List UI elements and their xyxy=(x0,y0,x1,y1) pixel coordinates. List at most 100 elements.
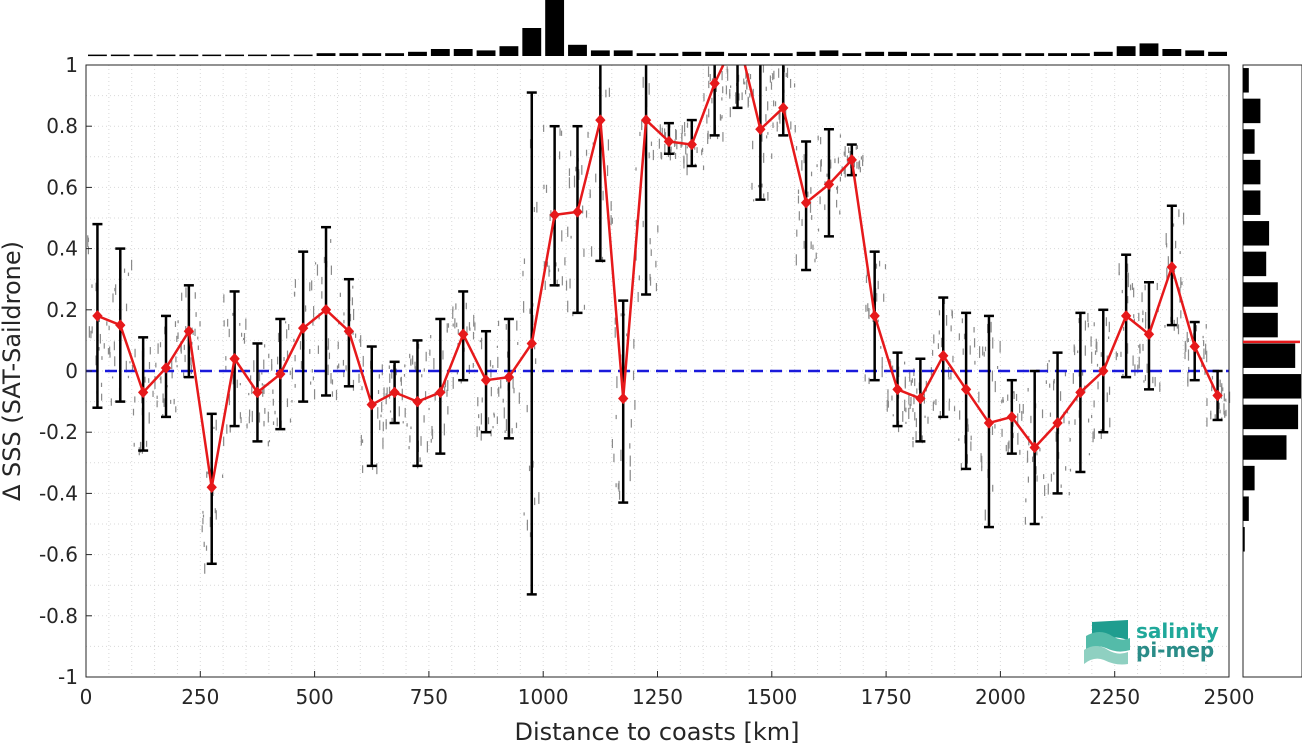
scatter-point xyxy=(361,386,363,391)
scatter-point xyxy=(225,356,227,361)
scatter-point xyxy=(526,519,529,531)
top-histogram-bar xyxy=(248,54,267,57)
right-histogram-bar xyxy=(1243,98,1261,124)
scatter-point xyxy=(681,125,683,134)
scatter-point xyxy=(884,264,887,270)
scatter-point xyxy=(1138,312,1140,322)
scatter-point xyxy=(223,320,225,327)
scatter-point xyxy=(797,195,800,204)
scatter-point xyxy=(992,337,994,349)
scatter-point xyxy=(796,229,798,237)
data-point xyxy=(275,368,286,380)
scatter-point xyxy=(950,325,952,332)
scatter-point xyxy=(455,303,457,310)
scatter-point xyxy=(887,390,889,401)
scatter-point xyxy=(674,152,677,159)
scatter-point xyxy=(581,165,583,175)
scatter-point xyxy=(912,440,914,448)
scatter-point xyxy=(948,401,950,411)
scatter-point xyxy=(1108,386,1111,395)
scatter-point xyxy=(649,238,651,245)
scatter-point xyxy=(444,378,447,388)
scatter-point xyxy=(686,122,689,128)
scatter-point xyxy=(1059,391,1062,401)
scatter-point xyxy=(1133,318,1135,323)
scatter-point xyxy=(125,303,128,312)
scatter-point xyxy=(480,337,483,350)
top-histogram-bar xyxy=(1025,53,1045,56)
scatter-point xyxy=(1138,356,1140,369)
scatter-point xyxy=(497,356,499,368)
scatter-point xyxy=(701,147,704,153)
scatter-point xyxy=(765,114,767,122)
scatter-point xyxy=(590,246,593,257)
scatter-point xyxy=(360,335,362,347)
scatter-point xyxy=(765,86,767,91)
scatter-point xyxy=(1203,340,1205,347)
scatter-point xyxy=(938,310,941,316)
scatter-point xyxy=(377,407,379,419)
scatter-point xyxy=(617,483,619,490)
scatter-point xyxy=(1013,391,1015,400)
scatter-point xyxy=(1181,281,1183,286)
scatter-point xyxy=(1096,341,1098,353)
scatter-point xyxy=(497,320,500,327)
scatter-point xyxy=(1017,413,1019,426)
top-histogram-bar xyxy=(1116,46,1136,56)
scatter-point xyxy=(1036,451,1038,455)
scatter-point xyxy=(610,201,612,211)
scatter-point xyxy=(913,394,915,405)
scatter-point xyxy=(171,370,173,379)
scatter-point xyxy=(1182,212,1185,225)
scatter-point xyxy=(490,368,492,378)
scatter-point xyxy=(630,419,632,428)
scatter-point xyxy=(162,414,164,417)
scatter-point xyxy=(904,399,906,412)
top-histogram-bar xyxy=(110,54,130,57)
scatter-point xyxy=(487,417,490,425)
scatter-point xyxy=(876,293,878,302)
scatter-point xyxy=(573,175,576,188)
scatter-point xyxy=(403,374,406,377)
scatter-point xyxy=(1019,403,1021,413)
scatter-point xyxy=(1099,366,1101,370)
scatter-point xyxy=(1069,468,1072,472)
top-histogram-bar xyxy=(408,51,427,56)
scatter-point xyxy=(312,318,314,326)
scatter-point xyxy=(565,280,568,291)
scatter-point xyxy=(1007,442,1009,454)
scatter-point xyxy=(360,434,362,446)
scatter-point xyxy=(618,490,621,500)
scatter-point xyxy=(197,345,199,350)
scatter-point xyxy=(272,421,275,425)
scatter-point xyxy=(887,389,889,393)
scatter-point xyxy=(824,204,826,211)
mean-series-markers xyxy=(92,77,1223,494)
scatter-point xyxy=(431,429,434,440)
scatter-point xyxy=(567,226,569,237)
scatter-point xyxy=(634,399,636,410)
scatter-point xyxy=(352,308,355,321)
scatter-point xyxy=(248,392,250,396)
scatter-point xyxy=(389,373,391,383)
scatter-point xyxy=(95,355,97,366)
data-point xyxy=(938,349,949,362)
scatter-point xyxy=(490,429,492,437)
scatter-point xyxy=(515,422,518,429)
scatter-point xyxy=(890,360,892,365)
scatter-point xyxy=(155,362,157,368)
scatter-point xyxy=(1049,412,1052,417)
scatter-point xyxy=(523,301,525,313)
scatter-point xyxy=(611,439,613,449)
scatter-point xyxy=(343,370,345,378)
top-histogram-bar xyxy=(362,53,382,56)
right-histogram-bar xyxy=(1243,282,1278,307)
scatter-point xyxy=(239,412,242,419)
top-histogram-bar xyxy=(339,53,359,56)
scatter-point xyxy=(410,358,412,366)
scatter-point xyxy=(1039,447,1041,452)
scatter-point xyxy=(1180,310,1182,319)
scatter-point xyxy=(285,321,287,324)
top-histogram-bar xyxy=(453,49,473,56)
